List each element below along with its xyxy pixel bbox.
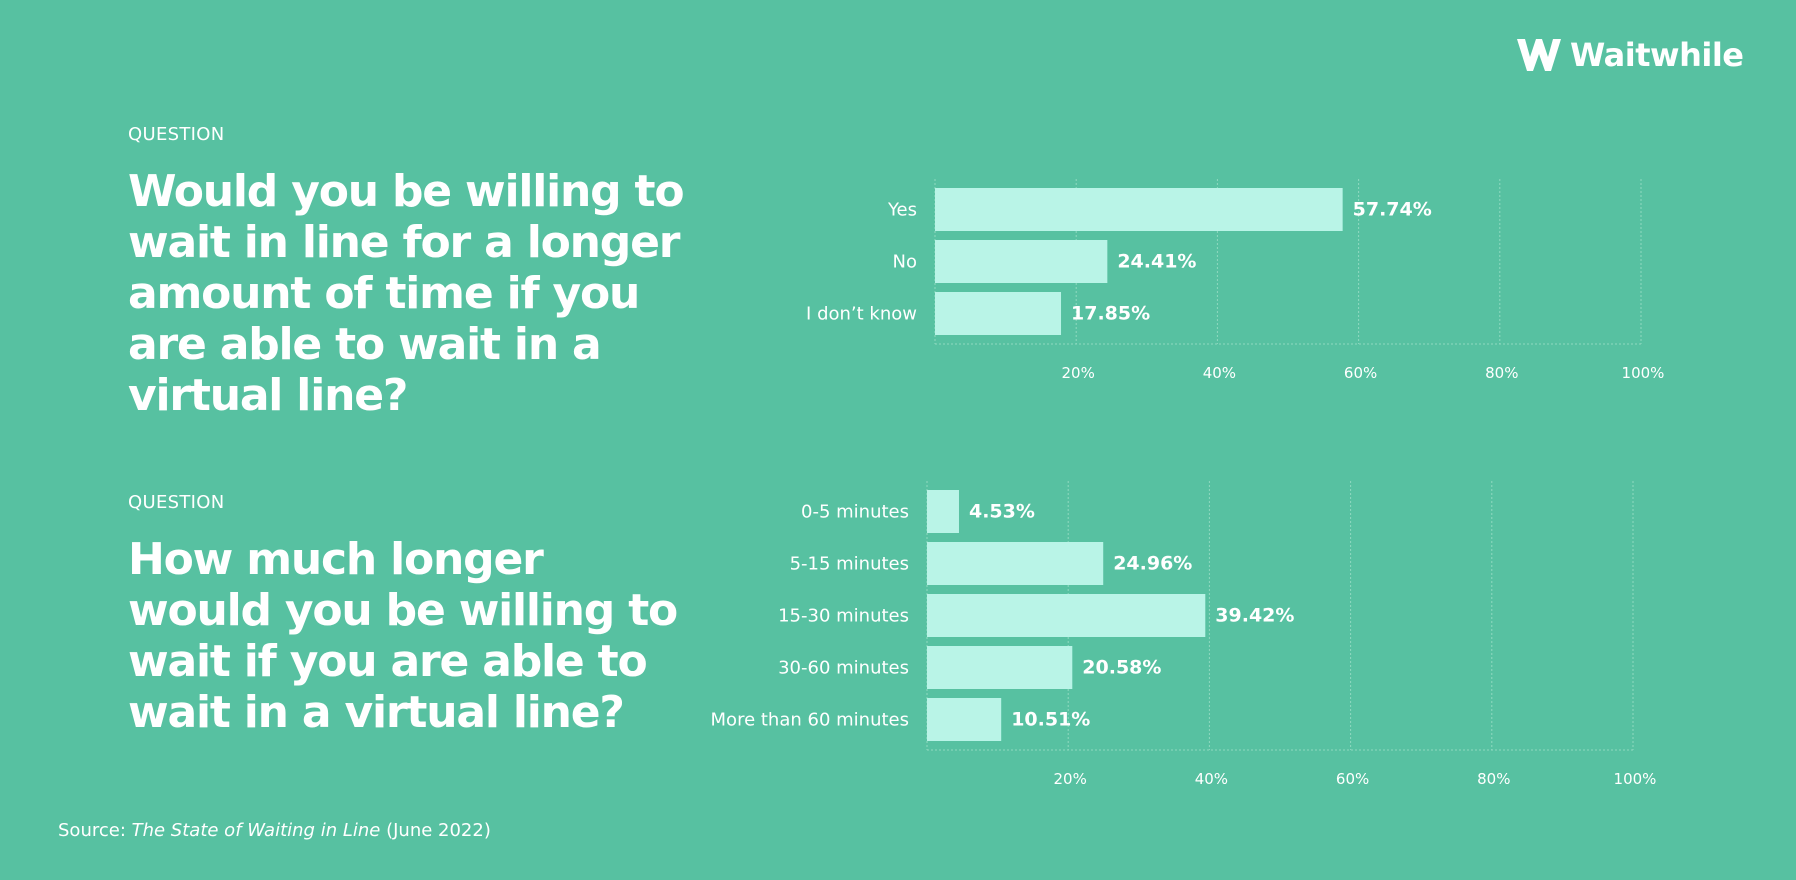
data-label: 17.85% bbox=[1071, 303, 1150, 325]
data-label: 39.42% bbox=[1215, 605, 1294, 627]
x-tick-label: 20% bbox=[1054, 770, 1087, 788]
bar bbox=[927, 490, 959, 533]
data-label: 4.53% bbox=[969, 501, 1035, 523]
category-label: More than 60 minutes bbox=[711, 710, 909, 731]
x-tick-label: 60% bbox=[1336, 770, 1369, 788]
bar bbox=[927, 698, 1002, 741]
x-tick-label: 80% bbox=[1477, 770, 1510, 788]
x-tick-label: 20% bbox=[1062, 364, 1095, 382]
bar bbox=[927, 542, 1104, 585]
bar bbox=[927, 646, 1073, 689]
data-label: 24.96% bbox=[1113, 553, 1192, 575]
x-tick-label: 40% bbox=[1203, 364, 1236, 382]
waitwhile-w-icon bbox=[1517, 39, 1561, 71]
data-label: 20.58% bbox=[1082, 657, 1161, 679]
source-suffix: (June 2022) bbox=[380, 820, 491, 841]
bar bbox=[935, 292, 1062, 335]
question-1-text: Would you be willing to wait in line for… bbox=[128, 166, 685, 421]
question-2-text: How much longer would you be willing to … bbox=[128, 534, 678, 738]
category-label: 0-5 minutes bbox=[801, 502, 909, 523]
x-tick-label: 80% bbox=[1485, 364, 1518, 382]
bar bbox=[927, 594, 1206, 637]
x-tick-label: 60% bbox=[1344, 364, 1377, 382]
category-label: 30-60 minutes bbox=[778, 658, 909, 679]
source-note: Source: The State of Waiting in Line (Ju… bbox=[58, 820, 491, 841]
x-tick-label: 40% bbox=[1195, 770, 1228, 788]
data-label: 10.51% bbox=[1011, 709, 1090, 731]
brand-name: Waitwhile bbox=[1570, 36, 1744, 74]
x-tick-label: 100% bbox=[1614, 770, 1657, 788]
bar bbox=[935, 240, 1108, 283]
question-2-label: QUESTION bbox=[128, 492, 225, 513]
question-1-label: QUESTION bbox=[128, 124, 225, 145]
category-label: Yes bbox=[887, 200, 917, 221]
category-label: 5-15 minutes bbox=[790, 554, 909, 575]
waitwhile-logo: Waitwhile bbox=[1516, 36, 1744, 74]
category-label: No bbox=[893, 252, 917, 273]
source-prefix: Source: bbox=[58, 820, 132, 841]
x-tick-label: 100% bbox=[1622, 364, 1665, 382]
category-label: 15-30 minutes bbox=[778, 606, 909, 627]
bar bbox=[935, 188, 1343, 231]
source-title: The State of Waiting in Line bbox=[131, 820, 381, 841]
data-label: 57.74% bbox=[1353, 199, 1432, 221]
category-label: I don’t know bbox=[806, 304, 917, 325]
data-label: 24.41% bbox=[1117, 251, 1196, 273]
